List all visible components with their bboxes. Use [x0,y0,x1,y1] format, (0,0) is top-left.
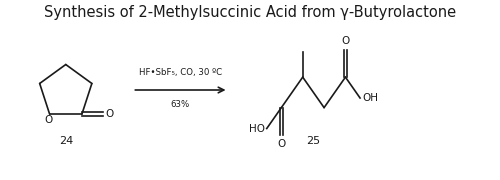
Text: OH: OH [362,93,378,103]
Text: O: O [277,139,285,149]
Text: 24: 24 [58,136,73,146]
Text: Synthesis of 2-Methylsuccinic Acid from γ-Butyrolactone: Synthesis of 2-Methylsuccinic Acid from … [44,5,456,20]
Text: 63%: 63% [171,100,190,109]
Text: O: O [342,36,349,46]
Text: HF•SbF₅, CO, 30 ºC: HF•SbF₅, CO, 30 ºC [139,68,222,77]
Text: 25: 25 [306,136,320,146]
Text: HO: HO [249,123,265,134]
Text: O: O [44,115,53,125]
Text: O: O [106,109,114,119]
